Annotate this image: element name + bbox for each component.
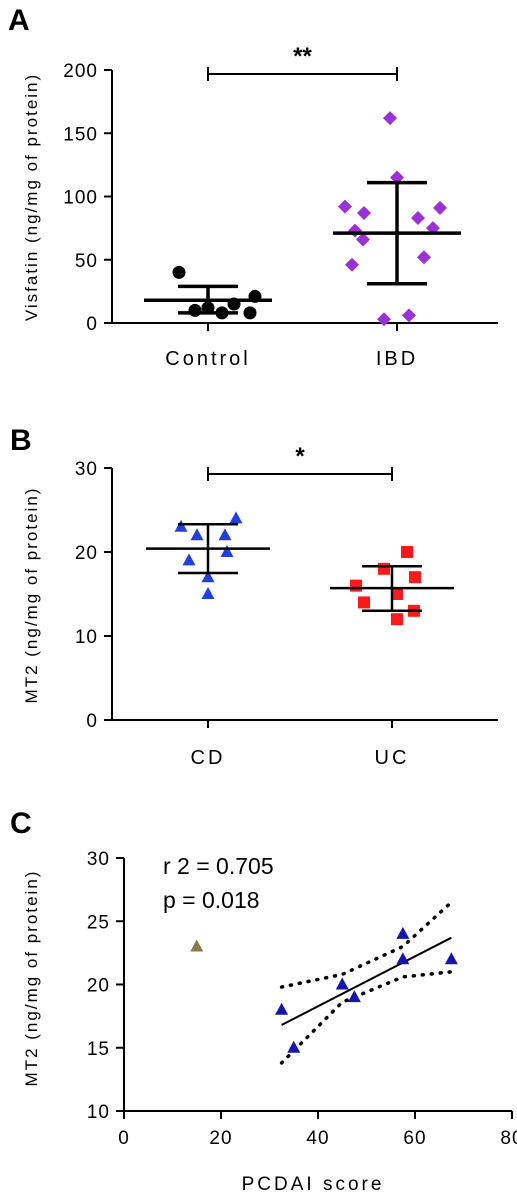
panel-a-y-axis-label: Visfatin (ng/mg of protein) xyxy=(22,73,41,321)
data-point xyxy=(338,199,352,214)
y-tick-label: 30 xyxy=(75,459,98,480)
data-point xyxy=(229,511,243,524)
y-tick-label: 150 xyxy=(63,124,98,145)
data-point xyxy=(417,250,431,265)
y-tick-label: 10 xyxy=(87,1102,110,1123)
x-tick-label: 40 xyxy=(306,1128,329,1149)
data-point xyxy=(391,588,403,600)
data-point xyxy=(182,553,196,566)
y-tick-label: 25 xyxy=(87,912,110,933)
p-value-label: p = 0.018 xyxy=(163,887,260,913)
x-tick-label: 60 xyxy=(403,1128,426,1149)
x-tick-label: 20 xyxy=(209,1128,232,1149)
data-point xyxy=(188,303,202,317)
y-tick-label: 15 xyxy=(87,1039,110,1060)
data-point xyxy=(287,1040,301,1053)
data-point xyxy=(335,977,349,990)
y-tick-label: 100 xyxy=(63,188,98,209)
y-tick-label: 200 xyxy=(63,61,98,82)
data-point xyxy=(172,265,186,279)
data-point xyxy=(402,308,416,323)
confidence-band-lower xyxy=(279,970,454,1065)
panel-c-correlation-chart: MT2 (ng/mg of protein) PCDAI score r 2 =… xyxy=(22,849,517,1195)
panel-a-visfatin-chart: Visfatin (ng/mg of protein) 0 50 100 150 200… xyxy=(22,43,498,370)
data-point xyxy=(411,211,425,226)
data-point xyxy=(396,952,410,965)
data-point xyxy=(358,596,370,609)
panel-c-y-axis-label: MT2 (ng/mg of protein) xyxy=(22,870,41,1087)
data-point xyxy=(348,223,362,238)
r-squared-label: r 2 = 0.705 xyxy=(163,853,274,879)
regression-line xyxy=(281,936,452,1026)
y-tick-label: 20 xyxy=(87,976,110,997)
data-point xyxy=(391,613,403,626)
x-category-label: IBD xyxy=(376,348,418,370)
panel-letter-c: C xyxy=(10,807,32,840)
x-category-label: CD xyxy=(191,747,226,769)
x-category-label: UC xyxy=(375,747,410,769)
data-point xyxy=(190,528,204,541)
data-point xyxy=(201,570,215,583)
data-point xyxy=(190,939,204,952)
data-point xyxy=(444,952,458,965)
data-point xyxy=(350,579,362,592)
x-tick-label: 80 xyxy=(500,1128,517,1149)
data-point xyxy=(401,546,413,558)
data-point xyxy=(347,990,361,1003)
data-point xyxy=(275,1002,289,1015)
data-point xyxy=(378,562,390,575)
data-point xyxy=(220,545,234,557)
data-point xyxy=(218,528,232,541)
y-tick-label: 10 xyxy=(75,627,98,648)
x-tick-label: 0 xyxy=(118,1128,130,1149)
panel-c-x-axis-label: PCDAI score xyxy=(242,1174,385,1195)
x-category-label: Control xyxy=(165,348,250,370)
confidence-band-upper xyxy=(279,900,454,989)
data-point xyxy=(356,232,370,247)
significance-marker: * xyxy=(295,443,305,470)
data-point xyxy=(201,587,215,599)
panel-b-y-axis-label: MT2 (ng/mg of protein) xyxy=(22,487,41,704)
data-point xyxy=(433,200,447,215)
data-point xyxy=(345,257,359,272)
y-tick-label: 0 xyxy=(86,314,98,335)
y-tick-label: 30 xyxy=(87,849,110,870)
y-tick-label: 50 xyxy=(75,251,98,272)
panel-letter-b: B xyxy=(10,424,32,457)
data-point xyxy=(409,571,421,584)
data-point xyxy=(357,205,371,220)
data-point xyxy=(377,312,391,327)
significance-marker: ** xyxy=(293,43,312,70)
y-tick-label: 0 xyxy=(86,711,98,732)
panel-letter-a: A xyxy=(8,4,30,37)
data-point xyxy=(396,926,410,939)
data-point xyxy=(243,306,257,320)
data-point xyxy=(174,519,188,532)
panel-b-mt2-chart: MT2 (ng/mg of protein) 0 10 20 30 CD UC * xyxy=(22,443,498,769)
y-tick-label: 20 xyxy=(75,543,98,564)
data-point xyxy=(383,111,397,126)
